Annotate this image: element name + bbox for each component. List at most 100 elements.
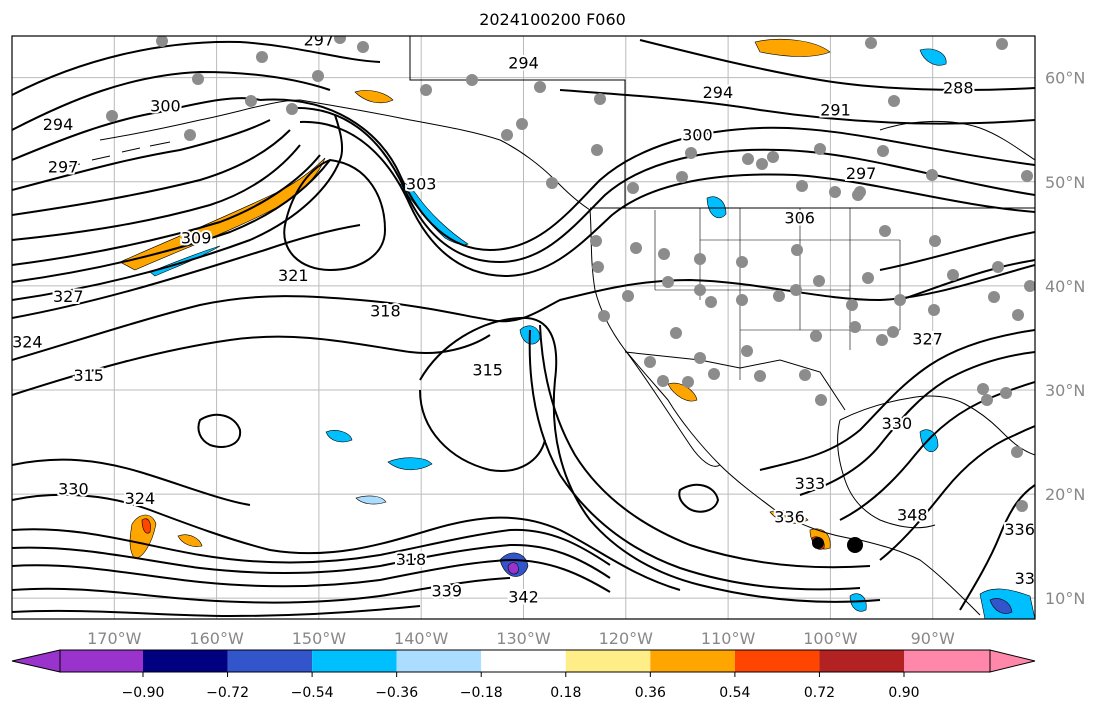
contour-label: 297 [846,164,877,183]
station-dot [1011,446,1023,458]
station-dot [887,326,899,338]
contour-label: 336 [774,508,805,527]
blue-blob-sw-2 [849,593,867,612]
contour-label: 297 [48,158,79,177]
contour-label: 324 [125,489,156,508]
colorbar-segment [734,650,820,672]
station-dot [862,272,874,284]
station-dot [741,345,753,357]
contour-line [419,316,881,603]
station-dot [754,370,766,382]
lat-tick-label: 40°N [1045,277,1085,296]
contour-label: 288 [943,79,974,98]
contour-label: 327 [53,287,84,306]
contour-line [879,231,1035,271]
colorbar-label: 0.18 [550,685,581,701]
station-dot [685,147,697,159]
contour-label: 324 [12,333,43,352]
contour-label: 300 [150,96,181,115]
shaded-regions [119,38,1035,619]
contour-line [419,389,546,472]
station-dot [334,36,346,44]
contour-line [799,351,1035,496]
colorbar-frame [59,649,991,673]
contour-line [12,119,271,191]
contour-label: 330 [1015,569,1046,588]
colorbar-label: 0.90 [888,685,919,701]
station-dot [796,180,808,192]
storm-marker [812,537,824,549]
station-dot [929,235,941,247]
station-dot [670,327,682,339]
station-dot [992,261,1004,273]
contour-label: 315 [472,361,503,380]
station-dot [773,290,785,302]
contour-line [839,381,1035,521]
station-dot [357,41,369,53]
station-dot [877,145,889,157]
station-dot [694,253,706,265]
station-dot [705,296,717,308]
longitude-ticks: 170°W 160°W 150°W 140°W 130°W 120°W 110°W 100°W… [87,629,955,648]
station-dot [516,118,528,130]
storm-marker [847,537,863,553]
lon-tick-label: 140°W [394,629,449,648]
contour-line [959,484,1035,611]
station-dot [799,369,811,381]
colorbar-segment [565,650,651,672]
alaska-coast [99,99,591,211]
blue-blob-se-2 [989,598,1013,614]
station-dot [815,394,827,406]
lat-tick-label: 10°N [1045,589,1085,608]
station-markers [106,36,1035,512]
station-dot [879,225,891,237]
station-dot [466,74,478,86]
contour-label: 321 [278,266,309,285]
baja-coast [624,349,721,467]
station-dot [1012,309,1024,321]
contour-label: 309 [181,229,212,248]
lat-tick-label: 30°N [1045,381,1085,400]
coastlines [59,36,1035,616]
yukon-border [409,36,626,208]
colorbar-segment [143,650,228,672]
colorbar-arrow-low [11,649,61,673]
lon-tick-label: 100°W [803,629,858,648]
contour-line [759,329,1035,471]
station-dot [156,36,168,47]
station-dot [594,93,606,105]
contour-label: 342 [508,588,539,607]
colorbar-arrow-high [989,649,1036,673]
contour-line [678,483,720,513]
us-mexico-border [624,351,846,411]
station-dot [849,321,861,333]
contour-line [12,577,511,604]
lon-tick-label: 120°W [599,629,654,648]
station-dot [810,330,822,342]
station-dot [926,169,938,181]
purple-blob-center-south [507,562,519,575]
orange-blob-gulf [354,90,394,104]
colorbar-label: −0.90 [122,685,165,701]
station-dot [876,334,888,346]
blue-blob-pacific-2 [325,430,353,443]
orange-blob-mexico-1 [769,510,809,524]
blue-blob-rockies [706,196,727,219]
lon-tick-label: 90°W [911,629,955,648]
contour-line [559,89,1035,125]
station-dot [286,103,298,115]
station-dot [888,95,900,107]
station-dot [1021,170,1033,182]
contour-label: 339 [432,581,463,600]
station-dot [657,375,669,387]
contour-label: 306 [784,209,815,228]
latitude-ticks: 60°N 50°N 40°N 30°N 20°N 10°N [1045,69,1085,609]
colorbar-label: 0.72 [804,685,835,701]
station-dot [534,81,546,93]
contour-label: 330 [58,479,89,498]
orange-blob-nw [754,38,831,57]
contour-label: 315 [73,366,104,385]
station-dot [676,171,688,183]
colorbar: −0.90 −0.72 −0.54 −0.36 −0.18 0.18 0.36 0.54 0.7… [11,649,1036,701]
